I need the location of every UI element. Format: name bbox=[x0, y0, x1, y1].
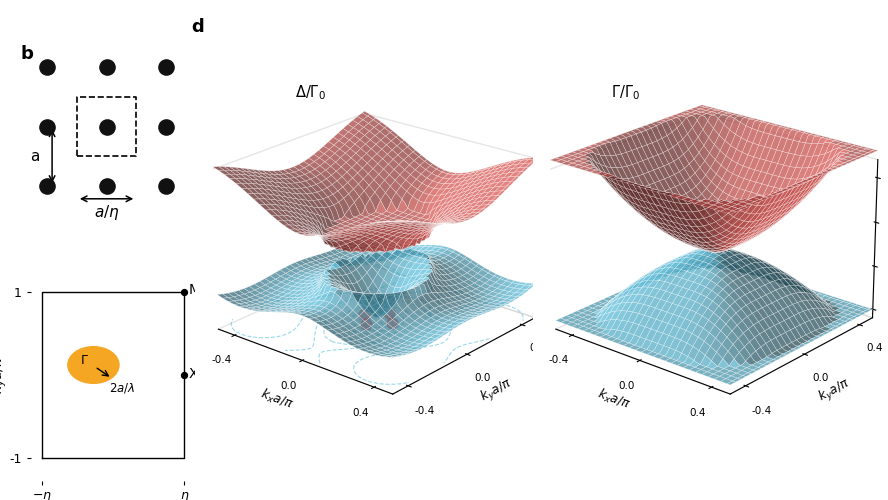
Point bbox=[178, 371, 192, 379]
Text: $a/\eta$: $a/\eta$ bbox=[94, 203, 119, 222]
Text: $2a/\lambda$: $2a/\lambda$ bbox=[109, 381, 135, 395]
Text: $\Gamma$: $\Gamma$ bbox=[81, 354, 90, 366]
Point bbox=[159, 182, 173, 190]
Point bbox=[40, 122, 54, 130]
Ellipse shape bbox=[67, 346, 119, 384]
Text: $\Delta/\Gamma_0$: $\Delta/\Gamma_0$ bbox=[295, 84, 326, 102]
Point bbox=[159, 64, 173, 72]
Text: X: X bbox=[188, 366, 198, 380]
X-axis label: $k_x a/\pi$: $k_x a/\pi$ bbox=[595, 386, 633, 413]
Point bbox=[99, 122, 114, 130]
X-axis label: $k_x a/\pi$: $k_x a/\pi$ bbox=[258, 386, 296, 413]
Point bbox=[40, 182, 54, 190]
Point bbox=[99, 182, 114, 190]
Y-axis label: $k_y a/\pi$: $k_y a/\pi$ bbox=[478, 375, 517, 407]
Point bbox=[99, 64, 114, 72]
Text: a: a bbox=[29, 148, 39, 164]
Y-axis label: $k_y a/\pi$: $k_y a/\pi$ bbox=[815, 375, 854, 407]
Point bbox=[40, 64, 54, 72]
Text: d: d bbox=[191, 18, 203, 36]
Point bbox=[178, 288, 192, 296]
Text: M: M bbox=[188, 283, 201, 297]
Text: $\Gamma/\Gamma_0$: $\Gamma/\Gamma_0$ bbox=[611, 84, 640, 102]
Y-axis label: $k_y a/\pi$: $k_y a/\pi$ bbox=[0, 356, 10, 394]
Point bbox=[159, 122, 173, 130]
Text: b: b bbox=[20, 45, 34, 63]
